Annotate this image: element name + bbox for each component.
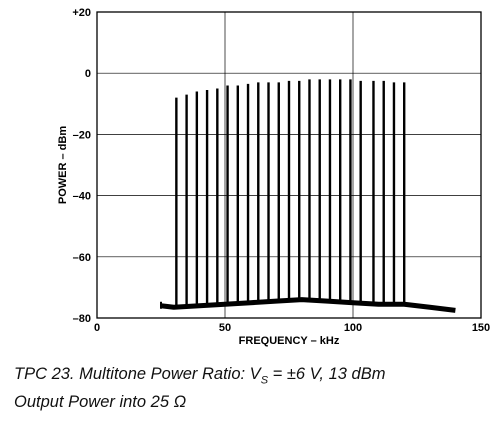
figure-caption: TPC 23. Multitone Power Ratio: VS = ±6 V… bbox=[14, 363, 499, 413]
caption-line-1-a: TPC 23. Multitone Power Ratio: V bbox=[14, 365, 261, 383]
y-tick-label: –60 bbox=[73, 252, 91, 264]
caption-subscript: S bbox=[260, 374, 269, 387]
x-tick-label: 0 bbox=[94, 322, 100, 334]
y-tick-label: 0 bbox=[85, 68, 91, 80]
caption-line-1: TPC 23. Multitone Power Ratio: VS = ±6 V… bbox=[14, 363, 499, 391]
caption-line-1-b: = ±6 V, 13 dBm bbox=[268, 365, 386, 383]
x-tick-label: 50 bbox=[219, 322, 231, 334]
y-tick-label: +20 bbox=[72, 7, 91, 19]
x-axis-title: FREQUENCY – kHz bbox=[239, 335, 340, 347]
y-tick-label: –40 bbox=[73, 191, 91, 203]
y-tick-label: –80 bbox=[73, 313, 91, 325]
noise-floor-series bbox=[160, 297, 456, 313]
y-tick-labels: +20 0 –20 –40 –60 –80 bbox=[72, 7, 91, 325]
x-tick-label: 150 bbox=[472, 322, 490, 334]
noise-floor-band bbox=[160, 297, 456, 313]
multitone-power-chart: 0 50 100 150 +20 0 –20 –40 –60 –80 FREQUENCY – k… bbox=[57, 7, 490, 347]
x-tick-labels: 0 50 100 150 bbox=[94, 322, 490, 334]
plot-frame bbox=[96, 11, 482, 319]
y-axis-title: POWER – dBm bbox=[57, 126, 69, 204]
tone-series bbox=[175, 79, 406, 307]
x-tick-label: 100 bbox=[344, 322, 362, 334]
y-tick-label: –20 bbox=[73, 129, 91, 141]
caption-line-2: Output Power into 25 Ω bbox=[14, 393, 187, 412]
